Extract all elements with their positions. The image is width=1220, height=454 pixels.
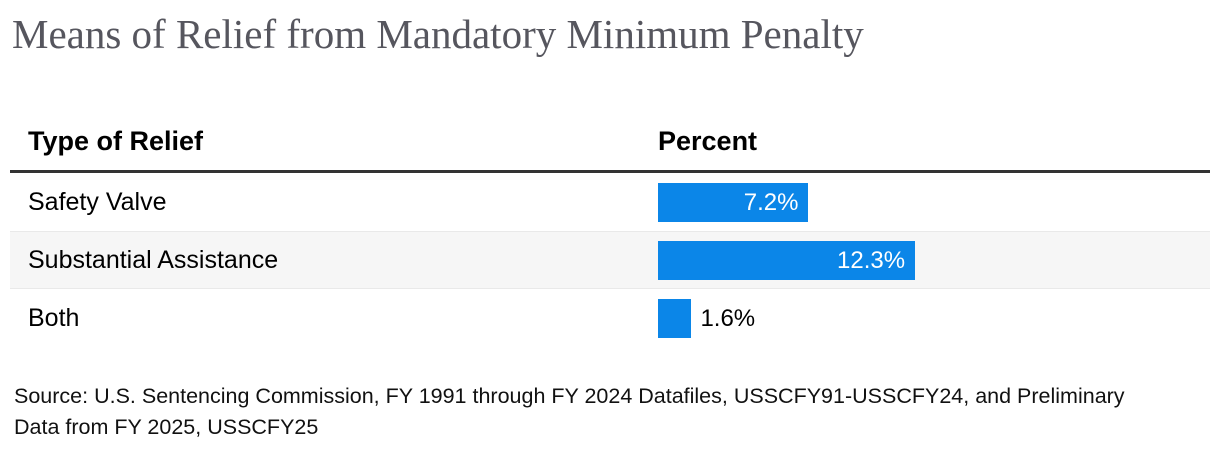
bar: 12.3% (658, 240, 916, 280)
relief-table: Type of Relief Percent Safety Valve 7.2%… (10, 113, 1210, 347)
source-line: Data from FY 2025, USSCFY25 (14, 415, 319, 439)
bar: 7.2% (658, 182, 809, 222)
row-label: Both (28, 303, 80, 332)
bar-cell: 12.3% (658, 240, 1210, 280)
bar-value-label: 7.2% (743, 188, 799, 216)
table-row: Safety Valve 7.2% (10, 173, 1210, 231)
row-label: Substantial Assistance (28, 245, 279, 274)
source-note: Source: U.S. Sentencing Commission, FY 1… (14, 381, 1125, 443)
bar: 1.6% (658, 298, 755, 338)
table-row: Both 1.6% (10, 289, 1210, 347)
column-header-type-of-relief: Type of Relief (28, 126, 204, 156)
source-line: Source: U.S. Sentencing Commission, FY 1… (14, 384, 1125, 408)
bar-value-label: 1.6% (700, 304, 756, 332)
bar-cell: 7.2% (658, 182, 1210, 222)
chart-title: Means of Relief from Mandatory Minimum P… (12, 11, 864, 57)
table-row: Substantial Assistance 12.3% (10, 231, 1210, 289)
column-header-percent: Percent (658, 126, 758, 156)
bar-cell: 1.6% (658, 298, 1210, 338)
bar-value-label: 12.3% (837, 246, 906, 274)
row-label: Safety Valve (28, 187, 167, 216)
table-header-row: Type of Relief Percent (10, 113, 1210, 173)
